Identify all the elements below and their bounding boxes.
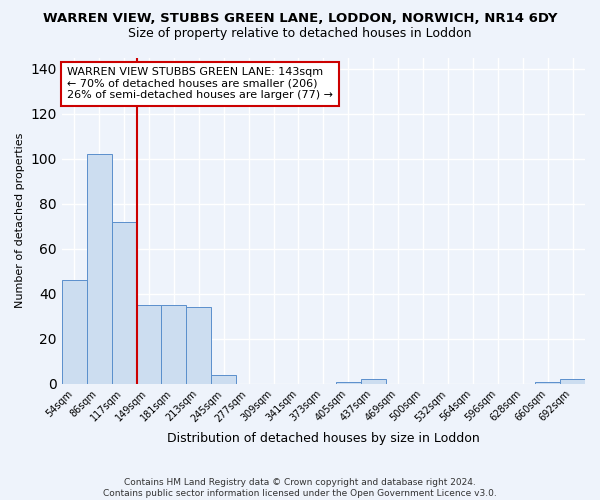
Bar <box>112 222 137 384</box>
Bar <box>161 305 187 384</box>
Y-axis label: Number of detached properties: Number of detached properties <box>15 133 25 308</box>
Bar <box>62 280 87 384</box>
Bar <box>137 305 161 384</box>
Text: WARREN VIEW STUBBS GREEN LANE: 143sqm
← 70% of detached houses are smaller (206): WARREN VIEW STUBBS GREEN LANE: 143sqm ← … <box>67 68 333 100</box>
Text: WARREN VIEW, STUBBS GREEN LANE, LODDON, NORWICH, NR14 6DY: WARREN VIEW, STUBBS GREEN LANE, LODDON, … <box>43 12 557 26</box>
Bar <box>535 382 560 384</box>
Text: Size of property relative to detached houses in Loddon: Size of property relative to detached ho… <box>128 28 472 40</box>
X-axis label: Distribution of detached houses by size in Loddon: Distribution of detached houses by size … <box>167 432 480 445</box>
Bar <box>211 375 236 384</box>
Bar <box>336 382 361 384</box>
Bar <box>361 380 386 384</box>
Bar <box>87 154 112 384</box>
Text: Contains HM Land Registry data © Crown copyright and database right 2024.
Contai: Contains HM Land Registry data © Crown c… <box>103 478 497 498</box>
Bar <box>560 380 585 384</box>
Bar <box>187 308 211 384</box>
